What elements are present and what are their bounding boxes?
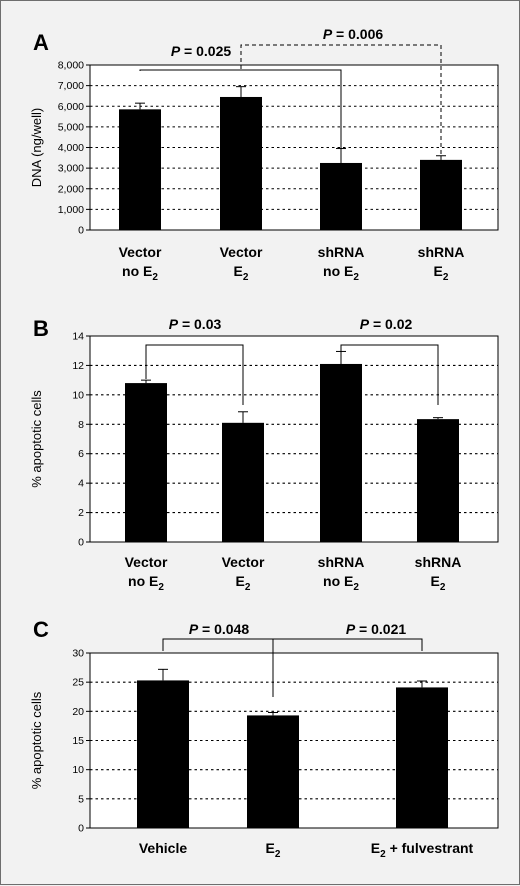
y-tick-label: 20 — [72, 706, 84, 718]
bar — [396, 687, 448, 828]
bar — [125, 383, 167, 542]
category-label: no E2 — [122, 263, 158, 283]
y-tick-label: 4,000 — [58, 142, 84, 154]
y-tick-label: 4 — [78, 478, 84, 490]
panel-letter: A — [33, 30, 49, 55]
bar — [417, 419, 459, 542]
y-tick-label: 1,000 — [58, 204, 84, 216]
category-label: Vehicle — [139, 840, 187, 856]
bar — [247, 715, 299, 828]
y-tick-label: 5,000 — [58, 121, 84, 133]
significance-bracket — [139, 69, 342, 179]
significance-bracket — [240, 44, 442, 173]
bar — [220, 96, 262, 230]
category-label: E2 + fulvestrant — [371, 840, 474, 860]
y-tick-label: 15 — [72, 735, 84, 747]
y-tick-label: 0 — [78, 823, 84, 835]
p-value-label: P = 0.02 — [360, 316, 413, 332]
category-label: no E2 — [323, 573, 359, 593]
category-label: no E2 — [128, 573, 164, 593]
bar — [420, 159, 462, 230]
panel-letter: B — [33, 316, 49, 341]
category-label: shRNA — [318, 554, 365, 570]
category-label: Vector — [125, 554, 168, 570]
panel-letter: C — [33, 617, 49, 642]
category-label: E2 — [236, 573, 251, 593]
y-tick-label: 10 — [72, 389, 84, 401]
bar — [137, 680, 189, 828]
y-tick-label: 2 — [78, 507, 84, 519]
category-label: shRNA — [415, 554, 462, 570]
panel-c: C 0 5 10 15 20 25 30 % apoptotic cells Vehicle E2 E… — [29, 617, 499, 860]
y-tick-label: 0 — [78, 537, 84, 549]
category-label: E2 — [266, 840, 281, 860]
y-tick-label: 5 — [78, 793, 84, 805]
category-label: Vector — [222, 554, 265, 570]
bar — [320, 363, 362, 542]
significance-bracket — [145, 344, 244, 405]
category-label: no E2 — [323, 263, 359, 283]
significance-bracket — [272, 638, 423, 697]
panel-a: A 0 1,000 2,000 3,000 4,000 5,000 6,000 7,000 8,0… — [29, 26, 499, 283]
y-axis-label: % apoptotic cells — [29, 691, 44, 789]
bar — [119, 109, 161, 230]
y-tick-label: 8,000 — [58, 60, 84, 72]
bar — [222, 422, 264, 542]
p-value-label: P = 0.006 — [323, 26, 384, 42]
category-label: Vector — [220, 244, 263, 260]
p-value-label: P = 0.021 — [346, 621, 407, 637]
significance-bracket — [340, 344, 439, 405]
p-value-label: P = 0.048 — [189, 621, 250, 637]
p-value-label: P = 0.03 — [169, 316, 222, 332]
y-tick-label: 6 — [78, 448, 84, 460]
category-label: shRNA — [418, 244, 465, 260]
category-label: Vector — [119, 244, 162, 260]
y-tick-label: 14 — [72, 331, 84, 343]
y-tick-label: 0 — [78, 225, 84, 237]
y-tick-label: 3,000 — [58, 163, 84, 175]
plot-frame — [89, 335, 499, 543]
y-tick-label: 7,000 — [58, 80, 84, 92]
category-label: shRNA — [318, 244, 365, 260]
y-tick-label: 6,000 — [58, 101, 84, 113]
y-axis-label: % apoptotic cells — [29, 390, 44, 488]
panel-b: B 0 2 4 6 8 10 12 14 % apoptotic cells Vector no E2… — [29, 316, 499, 593]
category-label: E2 — [431, 573, 446, 593]
category-label: E2 — [434, 263, 449, 283]
y-tick-label: 10 — [72, 764, 84, 776]
y-axis-label: DNA (ng/well) — [29, 108, 44, 187]
y-tick-label: 8 — [78, 419, 84, 431]
y-tick-label: 30 — [72, 648, 84, 660]
category-label: E2 — [234, 263, 249, 283]
y-tick-label: 12 — [72, 360, 84, 372]
p-value-label: P = 0.025 — [171, 43, 232, 59]
y-tick-label: 2,000 — [58, 183, 84, 195]
y-tick-label: 25 — [72, 677, 84, 689]
